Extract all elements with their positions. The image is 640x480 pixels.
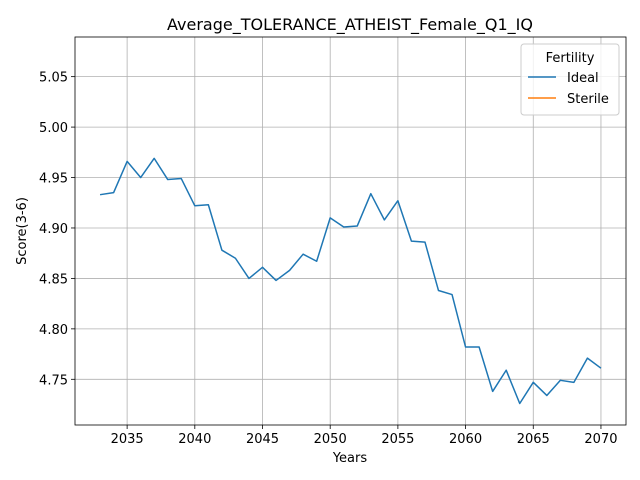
x-axis: 2035 2040 2045 2050 2055 2060 2065 2070 [111, 425, 618, 447]
series-line-ideal [99, 157, 602, 405]
legend-label-sterile: Sterile [567, 92, 609, 107]
x-tick-label: 2040 [178, 432, 211, 447]
plot-frame [74, 36, 627, 426]
y-tick-label: 5.05 [39, 71, 68, 86]
series-lines [99, 157, 602, 405]
y-tick-label: 4.80 [39, 323, 68, 338]
y-axis: 4.75 4.80 4.85 4.90 4.95 5.00 5.05 [39, 71, 75, 388]
legend-label-ideal: Ideal [567, 71, 599, 86]
y-tick-label: 4.90 [39, 222, 68, 237]
x-tick-label: 2070 [584, 432, 617, 447]
y-axis-label: Score(3-6) [15, 197, 30, 265]
legend: Fertility Ideal Sterile [520, 43, 620, 116]
x-tick-label: 2035 [111, 432, 144, 447]
grid [75, 37, 626, 425]
legend-title: Fertility [546, 51, 595, 66]
y-tick-label: 4.85 [39, 272, 68, 287]
x-axis-label: Years [332, 451, 368, 466]
y-tick-label: 4.95 [39, 172, 68, 187]
y-tick-label: 5.00 [39, 121, 68, 136]
x-tick-label: 2045 [246, 432, 279, 447]
x-tick-label: 2065 [517, 432, 550, 447]
x-tick-label: 2050 [314, 432, 347, 447]
x-tick-label: 2055 [381, 432, 414, 447]
chart-title: Average_TOLERANCE_ATHEIST_Female_Q1_IQ [167, 15, 533, 35]
x-tick-label: 2060 [449, 432, 482, 447]
y-tick-label: 4.75 [39, 373, 68, 388]
